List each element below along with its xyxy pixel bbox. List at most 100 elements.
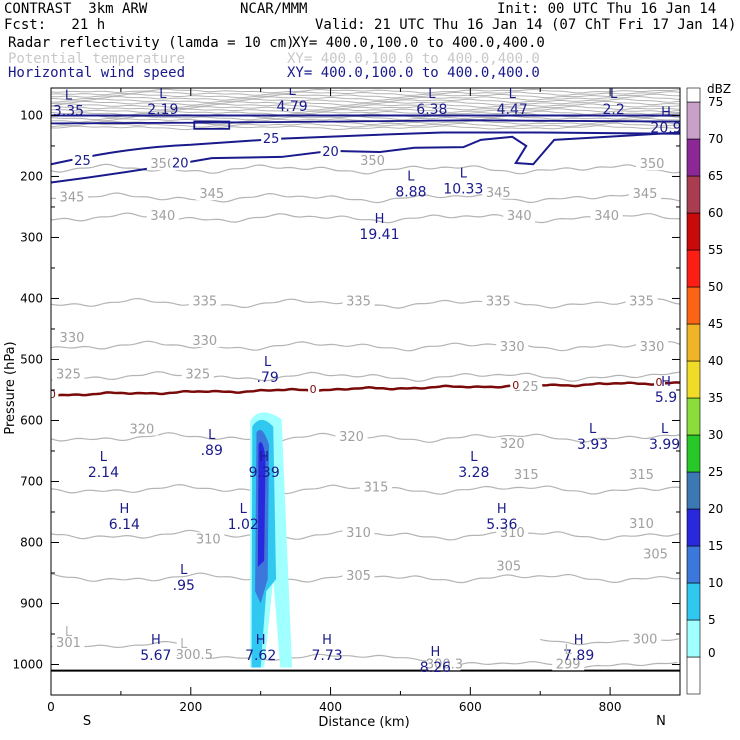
wind-extremum-value: 7.89 [563,648,594,664]
theta-label-bg [496,526,529,540]
wind-extremum-marker: H [430,645,440,660]
colorbar-swatch [686,360,701,399]
theta-label: 310 [629,517,654,532]
wind-extremum-value: .79 [257,370,279,386]
theta-contour-upper [51,93,680,99]
wind-extremum-marker: H [497,502,507,517]
theta-label-bg [146,208,179,222]
wind-extremum-marker: H [574,633,584,648]
theta-label-bg [629,632,662,646]
wind-extremum-value: 3.28 [458,465,489,481]
wind-extremum-marker: H [661,105,671,120]
wind-extremum-marker: L [65,88,73,103]
theta-label-bg [55,190,88,204]
y-tick-label: 500 [20,352,43,366]
theta-label: 320 [339,430,364,445]
colorbar-tick-label: 60 [708,206,723,220]
theta-label: 335 [192,294,217,309]
zero-label-bg [51,387,59,399]
wind-extremum-value: 1.02 [228,517,259,533]
wind-contour-upper-2 [51,119,680,125]
field-wind: Horizontal wind speed [8,65,186,81]
theta-contour-upper [51,91,680,96]
wind-extremum-marker: H [119,502,129,517]
theta-label: 330 [500,340,525,355]
reflectivity-20dbz [257,442,266,567]
theta-label-bg [192,532,225,546]
theta-label: 300 [633,632,658,647]
wind-extremum-marker: L [428,87,436,102]
theta-label-bg [195,186,228,200]
theta-label: 301 [56,636,81,651]
colorbar-tick-label: 70 [708,132,723,146]
colorbar-swatch [686,175,701,214]
wind-extremum-marker: L [460,166,468,181]
theta-label-bg [342,568,375,582]
colorbar-swatch [686,656,701,695]
theta-label-bg [188,334,221,348]
theta-label-bg [55,330,88,344]
theta-label: 310 [196,532,221,547]
theta-label: 345 [486,186,511,201]
wind-extremum-marker: H [259,450,269,465]
colorbar-tick-label: 40 [708,354,723,368]
x-axis-label: Distance (km) [318,715,409,730]
colorbar-swatch [686,323,701,362]
theta-label: 300.5 [176,648,213,663]
theta-label: 335 [486,294,511,309]
theta-label: 300.3 [426,657,463,672]
theta-label-bg [496,437,529,451]
colorbar-cap [686,87,701,103]
colorbar-tick-label: 10 [708,576,723,590]
theta-label-bg [356,154,389,168]
field-theta: Potential temperature [8,51,186,67]
y-tick-label: 200 [20,169,43,183]
wind-extremum-marker: L [470,450,478,465]
wind-extremum-value: .89 [201,443,223,459]
wind-contour-cell [193,120,231,130]
x-tick-label: 600 [459,700,482,714]
theta-label-bg [342,526,375,540]
theta-label: 330 [192,334,217,349]
wind-extremum-value: 3.99 [649,437,680,453]
theta-label: 320 [129,422,154,437]
field-theta-xy: XY= 400.0,100.0 to 400.0,400.0 [287,51,540,67]
theta-label-bg [482,185,515,199]
wind-extremum-marker: L [407,169,415,184]
x-tick-label: 0 [47,700,55,714]
theta-label: 350 [150,157,175,172]
theta-extremum-marker: L [65,625,73,640]
wind-extremum-value: .95 [173,578,195,594]
wind-extremum-marker: L [159,87,167,102]
theta-label: 305 [643,548,668,563]
theta-contour [51,340,680,352]
theta-extremum-marker: L [180,637,188,652]
theta-label: 299 [556,657,581,672]
theta-label: 305 [496,560,521,575]
colorbar-tick-label: 35 [708,391,723,405]
field-reflectivity: Radar reflectivity (lamda = 10 cm) [8,35,295,51]
theta-label: 305 [346,569,371,584]
theta-label: 310 [500,526,525,541]
y-tick-label: 900 [20,596,43,610]
y-tick-label: 700 [20,474,43,488]
colorbar-swatch [686,619,701,658]
init-time: Init: 00 UTC Thu 16 Jan 14 [497,1,717,17]
theta-label: 340 [507,209,532,224]
wind-extremum-marker: L [288,84,296,99]
colorbar-tick-label: 0 [708,646,716,660]
zero-dbz-contour [51,381,680,397]
wind-extremum-value: 20.9 [650,120,681,136]
theta-label-bg [636,340,669,354]
colorbar-swatch [686,138,701,177]
wind-extremum-marker: L [509,87,517,102]
wind-extremum-marker: L [100,450,108,465]
colorbar-swatch [686,471,701,510]
theta-label-bg [52,367,85,381]
wind-contour-label: 25 [74,154,91,169]
theta-label: 315 [364,480,389,495]
theta-contour-upper [51,103,680,109]
header: CONTRAST 3km ARW NCAR/MMM Init: 00 UTC T… [0,0,740,86]
theta-label-bg [125,422,158,436]
